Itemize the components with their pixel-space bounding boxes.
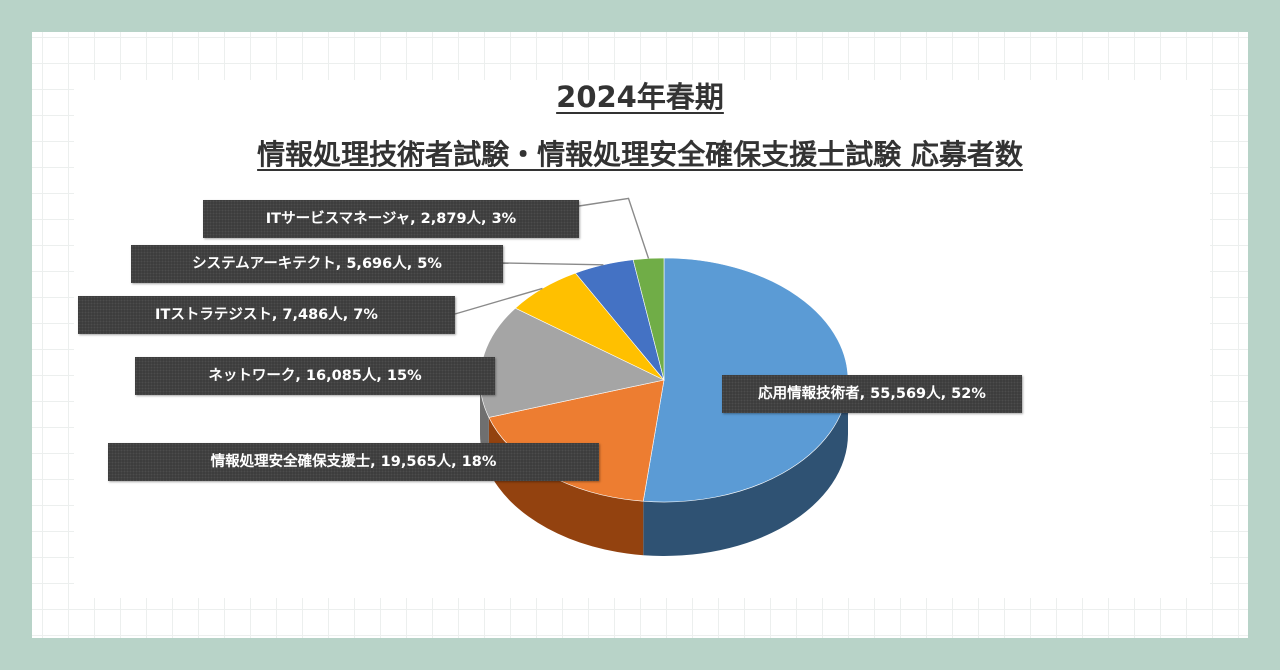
pie-side-applied-it bbox=[643, 380, 848, 556]
pie-side-security-specialist bbox=[488, 417, 644, 556]
leader-lines bbox=[454, 197, 650, 315]
leader-line-it-strategist bbox=[454, 287, 543, 315]
data-label-security-specialist: 情報処理安全確保支援士, 19,565人, 18% bbox=[108, 443, 599, 481]
data-label-system-architect: システムアーキテクト, 5,696人, 5% bbox=[131, 245, 503, 283]
chart-subtitle: 情報処理技術者試験・情報処理安全確保支援士試験 応募者数 bbox=[257, 138, 1023, 171]
data-label-it-service-manager: ITサービスマネージャ, 2,879人, 3% bbox=[203, 200, 579, 238]
chart-title: 2024年春期 bbox=[556, 80, 724, 114]
data-label-it-strategist: ITストラテジスト, 7,486人, 7% bbox=[78, 296, 455, 334]
leader-line-it-service-manager bbox=[578, 197, 650, 259]
data-label-applied-it: 応用情報技術者, 55,569人, 52% bbox=[722, 375, 1022, 413]
leader-line-system-architect bbox=[502, 262, 604, 266]
data-label-network: ネットワーク, 16,085人, 15% bbox=[135, 357, 495, 395]
